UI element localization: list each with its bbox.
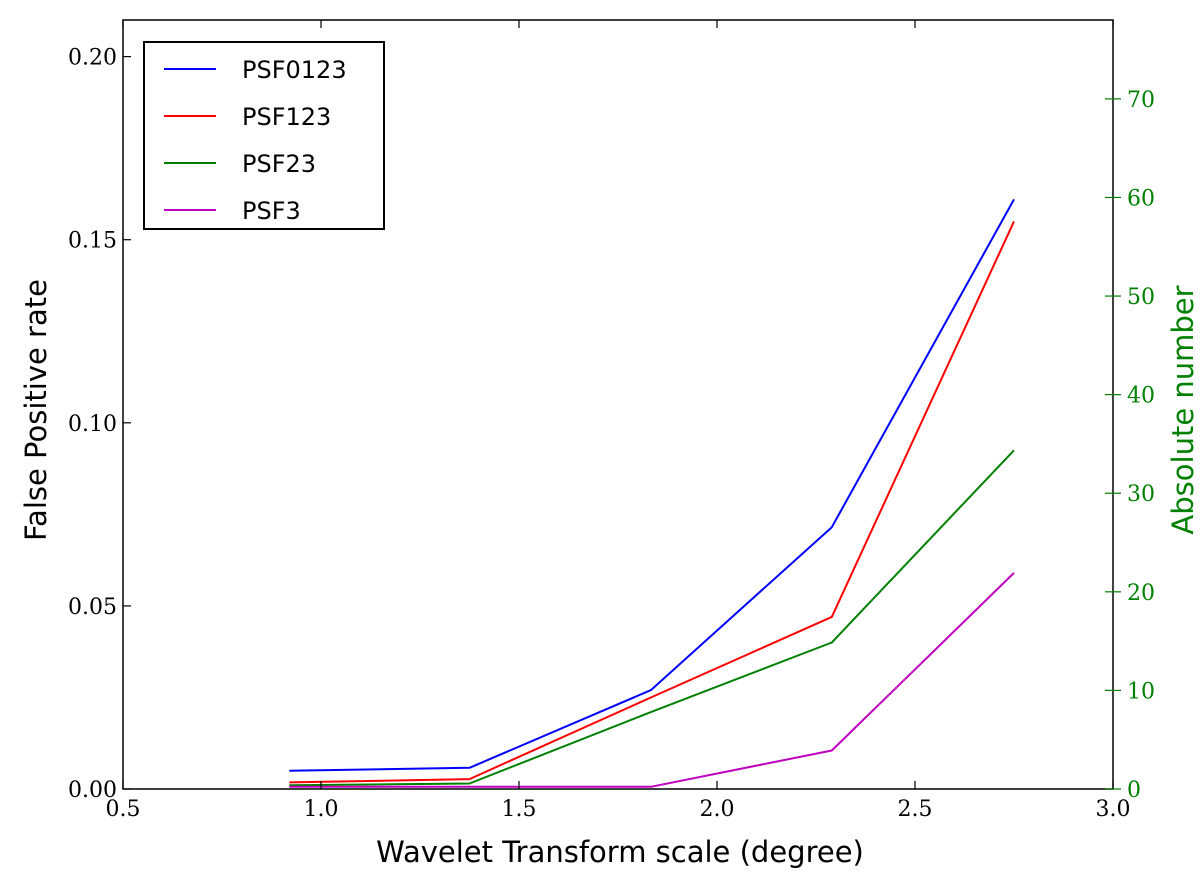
y-tick-label: 0.15: [68, 229, 117, 254]
y2-tick-label: 20: [1127, 581, 1155, 606]
series-line-psf123: [289, 220, 1015, 784]
legend-label-psf123: PSF123: [242, 103, 331, 131]
plot-frame: [122, 19, 1114, 790]
series-line-psf23: [289, 449, 1015, 787]
y-tick-label: 0.00: [68, 778, 117, 803]
legend-label-psf0123: PSF0123: [242, 56, 347, 84]
x-tick-label: 0.5: [106, 797, 141, 822]
y2-tick-label: 10: [1127, 679, 1155, 704]
x-tick-label: 1.5: [502, 797, 537, 822]
y2-axis-title: Absolute number: [1166, 285, 1200, 534]
y2-tick-label: 50: [1127, 285, 1155, 310]
y2-tick-label: 70: [1127, 88, 1155, 113]
y-tick-label: 0.20: [68, 46, 117, 71]
legend-label-psf3: PSF3: [242, 197, 301, 225]
y-axis-title: False Positive rate: [19, 279, 53, 541]
y-tick-label: 0.10: [68, 412, 117, 437]
y2-tick-label: 40: [1127, 384, 1155, 409]
y2-tick-label: 0: [1127, 778, 1141, 803]
y2-tick-label: 30: [1127, 482, 1155, 507]
x-axis-title: Wavelet Transform scale (degree): [376, 835, 864, 869]
x-tick-label: 3.0: [1096, 797, 1131, 822]
series-line-psf0123: [289, 198, 1015, 772]
x-tick-label: 2.0: [700, 797, 735, 822]
x-tick-label: 2.5: [898, 797, 933, 822]
legend-box: [143, 41, 385, 230]
y2-tick-label: 60: [1127, 186, 1155, 211]
series-line-psf3: [289, 572, 1015, 788]
x-tick-label: 1.0: [304, 797, 339, 822]
y-tick-label: 0.05: [68, 595, 117, 620]
legend-label-psf23: PSF23: [242, 150, 316, 178]
